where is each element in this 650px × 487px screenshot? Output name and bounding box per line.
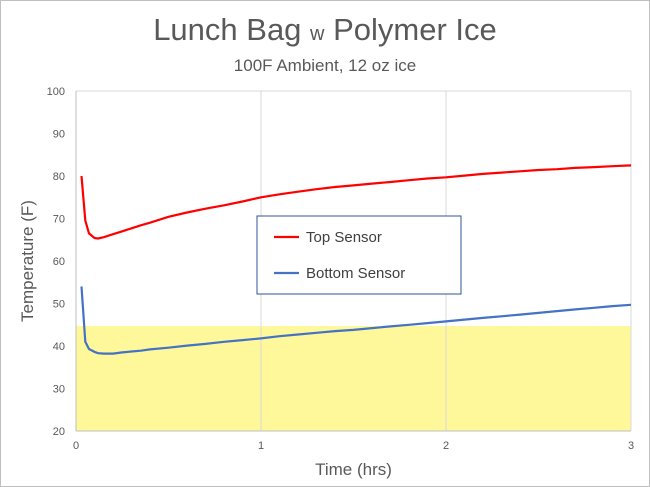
series-line-2 — [80, 286, 632, 355]
y-tick-label-70: 70 — [53, 214, 65, 226]
chart-title: Lunch Bag w Polymer Ice — [1, 12, 649, 47]
chart-title-main: Lunch Bag — [153, 12, 302, 47]
chart-subtitle: 100F Ambient, 12 oz ice — [233, 56, 417, 75]
y-tick-label-30: 30 — [53, 384, 65, 396]
legend: Top Sensor Bottom Sensor — [256, 215, 462, 295]
legend-box — [256, 215, 462, 295]
chart-title-small: w — [310, 23, 325, 45]
x-tick-label-2: 2 — [443, 440, 449, 452]
y-tick-label-100: 100 — [47, 86, 65, 98]
y-tick-label-90: 90 — [53, 129, 65, 141]
chart-title-end: Polymer Ice — [333, 12, 497, 47]
series-line-1 — [80, 164, 632, 240]
shaded-band — [76, 326, 631, 431]
y-tick-label-80: 80 — [53, 171, 65, 183]
y-tick-label-60: 60 — [53, 256, 65, 268]
legend-label-1: Top Sensor — [306, 229, 382, 246]
legend-label-2: Bottom Sensor — [306, 265, 405, 282]
x-tick-label-0: 0 — [73, 440, 79, 452]
y-tick-label-20: 20 — [53, 426, 65, 438]
y-tick-label-40: 40 — [53, 341, 65, 353]
y-tick-label-50: 50 — [53, 299, 65, 311]
x-tick-label-1: 1 — [258, 440, 264, 452]
x-axis-title: Time (hrs) — [315, 460, 392, 479]
x-tick-label-3: 3 — [628, 440, 634, 452]
y-axis-title: Temperature (F) — [18, 200, 37, 322]
